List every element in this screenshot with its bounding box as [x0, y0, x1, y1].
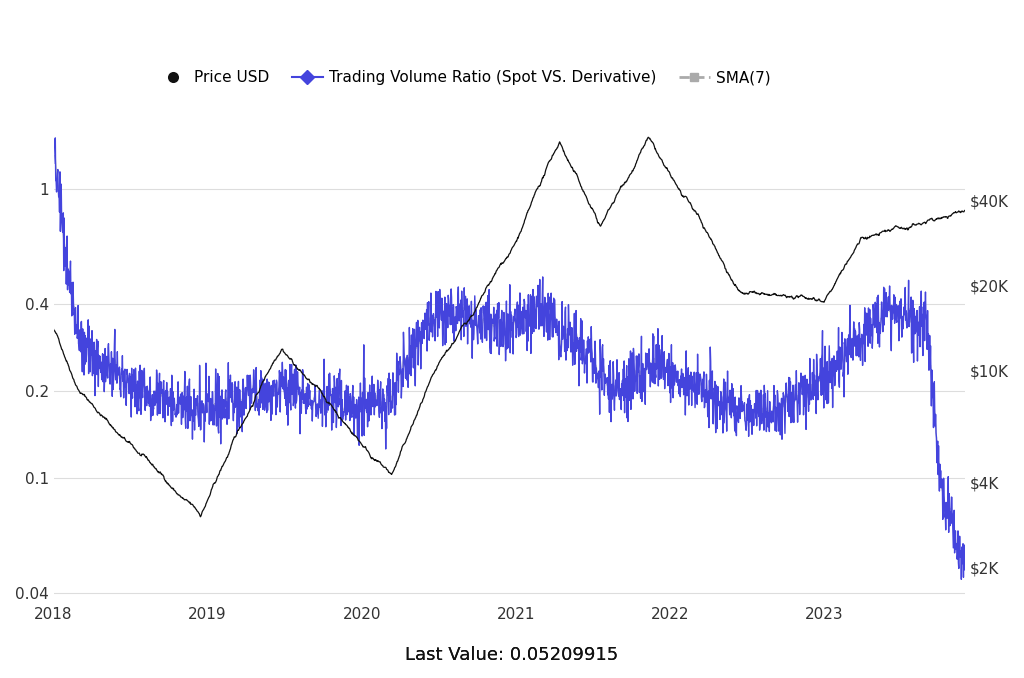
Text: Last Value: 0.05209915: Last Value: 0.05209915 [406, 646, 618, 664]
Legend: Price USD, Trading Volume Ratio (Spot VS. Derivative), SMA(7): Price USD, Trading Volume Ratio (Spot VS… [152, 64, 776, 92]
Text: Last Value: 0.05209915: Last Value: 0.05209915 [406, 646, 618, 664]
